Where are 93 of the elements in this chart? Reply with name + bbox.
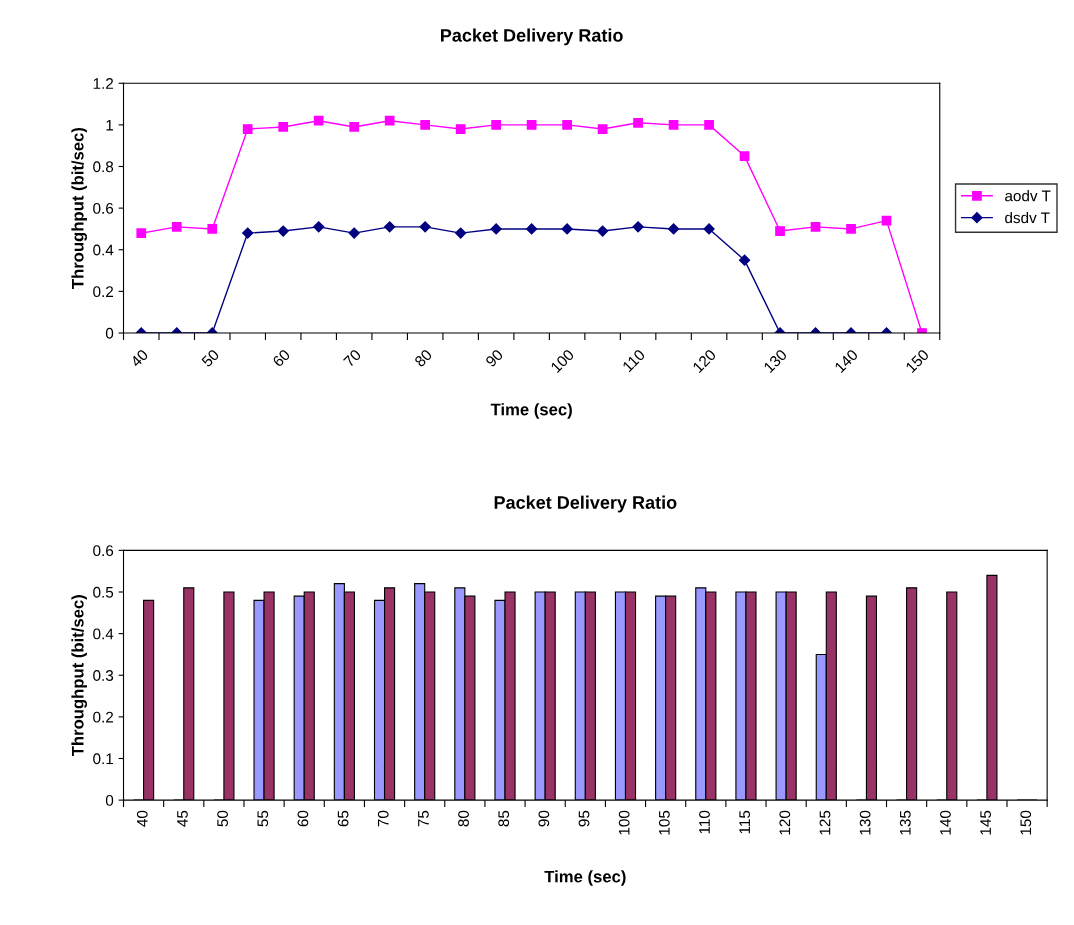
point: [491, 120, 502, 130]
point: [242, 227, 254, 239]
x-tick-label: 40: [136, 810, 148, 827]
point: [668, 120, 679, 130]
point: [136, 228, 147, 238]
point: [633, 117, 643, 128]
point: [738, 254, 751, 266]
y-tick-label: 1.2: [93, 78, 114, 89]
x-tick-label: 90: [538, 810, 550, 827]
x-tick-label: 110: [699, 810, 710, 834]
point: [455, 227, 467, 239]
x-tick-label: 55: [257, 810, 269, 827]
point: [846, 224, 856, 234]
point: [419, 221, 431, 233]
legend-label: aodv T: [1005, 190, 1051, 202]
y-tick-label: 0.2: [93, 711, 114, 723]
point: [490, 223, 502, 235]
point: [597, 225, 609, 237]
x-tick-label: 70: [343, 348, 362, 368]
point: [775, 226, 785, 236]
x-tick-label: 120: [692, 348, 717, 374]
point: [277, 225, 289, 237]
x-tick-label: 100: [550, 348, 575, 374]
x-tick-label: 65: [337, 810, 349, 827]
x-tick-label: 80: [458, 810, 469, 827]
x-tick-label: 40: [129, 348, 149, 368]
x-tick-label: 150: [905, 348, 930, 374]
y-axis-title: Throughput (bit/sec): [71, 595, 87, 757]
x-axis-title: Time (sec): [544, 870, 626, 886]
legend-label: dsdv T: [1005, 211, 1050, 224]
point: [526, 223, 538, 235]
point: [810, 221, 821, 232]
chart-title: Packet Delivery Ratio: [494, 495, 677, 513]
point: [384, 221, 396, 233]
x-tick-label: 105: [658, 810, 670, 835]
x-tick-label: 120: [779, 810, 791, 835]
y-tick-label: 0.2: [93, 286, 114, 298]
x-tick-label: 75: [418, 810, 429, 827]
point: [384, 115, 395, 126]
x-tick-label: 80: [413, 348, 433, 368]
point: [207, 224, 218, 234]
point: [597, 124, 608, 134]
point: [667, 223, 680, 235]
point: [455, 124, 466, 134]
x-tick-label: 110: [621, 348, 646, 373]
x-tick-label: 90: [484, 348, 504, 368]
x-axis-title: Time (sec): [490, 403, 572, 419]
x-tick-label: 145: [980, 810, 992, 835]
x-tick-label: 140: [940, 810, 951, 835]
x-tick-label: 45: [177, 810, 188, 827]
point: [348, 227, 360, 239]
point: [704, 120, 714, 130]
x-tick-label: 60: [297, 810, 309, 827]
x-tick-label: 100: [618, 810, 630, 835]
point: [561, 223, 573, 235]
x-tick-label: 140: [834, 348, 859, 374]
x-tick-label: 95: [578, 810, 590, 827]
x-tick-label: 115: [739, 810, 751, 834]
x-tick-label: 130: [859, 810, 871, 835]
y-tick-label: 1: [106, 119, 114, 131]
point: [739, 151, 750, 161]
y-tick-label: 0.3: [93, 670, 114, 681]
y-tick-label: 0.5: [93, 586, 114, 598]
point: [278, 122, 289, 132]
point: [313, 221, 325, 233]
x-tick-label: 50: [217, 810, 229, 827]
x-tick-label: 60: [272, 348, 291, 368]
point: [349, 122, 360, 132]
point: [562, 120, 572, 130]
y-tick-label: 0.4: [93, 628, 114, 640]
point: [242, 124, 253, 134]
x-tick-label: 135: [899, 810, 911, 835]
y-tick-label: 0.4: [93, 244, 114, 256]
x-tick-label: 70: [377, 810, 389, 827]
x-tick-label: 85: [498, 810, 510, 827]
y-tick-label: 0.6: [93, 202, 114, 214]
point: [632, 221, 644, 233]
point: [313, 115, 324, 126]
y-tick-label: 0: [105, 794, 114, 806]
x-tick-label: 125: [819, 810, 831, 835]
y-tick-label: 0.6: [93, 545, 114, 557]
point: [703, 223, 715, 235]
chart-title: Packet Delivery Ratio: [441, 28, 623, 46]
y-axis-title: Throughput (bit/sec): [71, 127, 87, 289]
point: [526, 120, 537, 130]
y-tick-label: 0.8: [93, 161, 114, 173]
y-tick-label: 0: [105, 327, 114, 339]
x-tick-label: 50: [200, 348, 220, 368]
point: [171, 221, 182, 232]
y-tick-label: 0.1: [93, 753, 114, 765]
x-tick-label: 130: [763, 348, 788, 374]
x-tick-label: 150: [1020, 810, 1032, 835]
point: [420, 120, 431, 130]
